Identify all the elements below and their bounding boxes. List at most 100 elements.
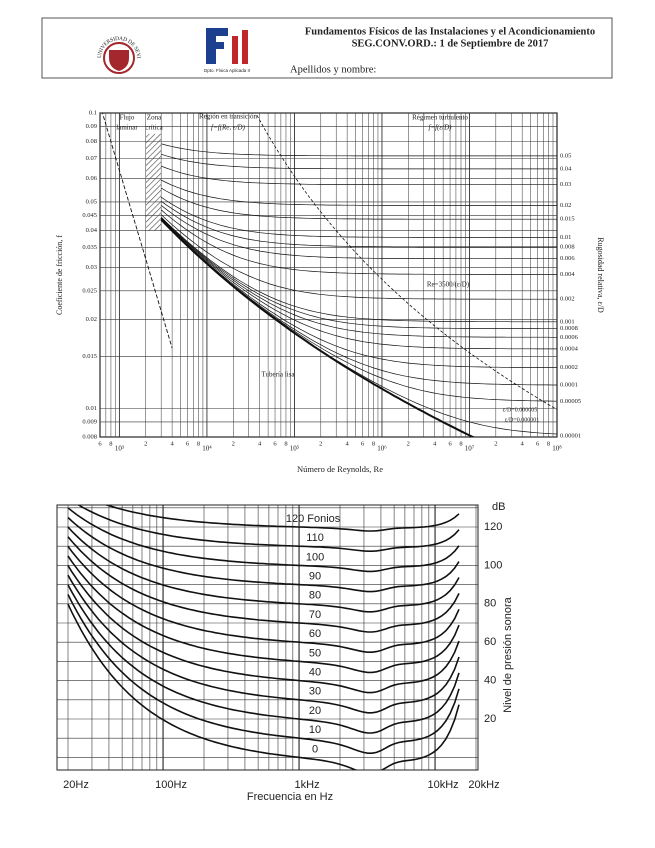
loudness-curve — [67, 545, 460, 653]
y-tick-label: 0.05 — [86, 198, 97, 205]
x-tick-label: 4 — [433, 440, 437, 447]
loudness-x-label: Frecuencia en Hz — [247, 791, 333, 803]
x-tick-label: 10⁵ — [290, 445, 300, 453]
y-tick-label: 100 — [484, 559, 502, 571]
loudness-curve — [67, 555, 460, 674]
roughness-label: 0.0008 — [560, 325, 578, 332]
transition-boundary — [255, 113, 557, 411]
y-tick-label: 0.025 — [82, 287, 97, 294]
x-tick-label: 6 — [186, 440, 190, 447]
x-tick-label: 10⁷ — [465, 445, 475, 453]
x-tick-label: 8 — [372, 440, 375, 447]
y-tick-label: 0.009 — [82, 418, 97, 425]
annotation: ε/D=0.000001 — [505, 417, 539, 423]
curve-label: 110 — [306, 532, 324, 544]
roughness-label: 0.00005 — [560, 398, 581, 405]
loudness-curve — [67, 584, 460, 734]
roughness-label: 0.01 — [560, 234, 571, 241]
friction-curve — [161, 165, 557, 186]
roughness-label: 0.00001 — [560, 432, 581, 439]
loudness-y-label: Nivel de presión sonora — [502, 596, 514, 712]
x-tick-label: 6 — [448, 440, 452, 447]
x-tick-label: 20Hz — [63, 779, 89, 791]
department-logo: Dpto. Física Aplicada II — [204, 28, 250, 73]
loudness-curve — [104, 505, 460, 532]
y-tick-label: 0.045 — [82, 212, 97, 219]
loudness-chart: dB Nivel de presión sonora Frecuencia en… — [56, 501, 514, 803]
roughness-label: 0.0006 — [560, 334, 579, 341]
roughness-label: 0.02 — [560, 202, 571, 209]
x-tick-label: 2 — [232, 440, 235, 447]
x-tick-label: 8 — [547, 440, 550, 447]
roughness-label: 0.008 — [560, 243, 575, 250]
annotation: crítica — [145, 124, 163, 132]
exam-subtitle: SEG.CONV.ORD.: 1 de Septiembre de 2017 — [352, 38, 549, 49]
moody-diagram: Coeficiente de fricción, f Rugosidad rel… — [55, 109, 605, 474]
department-name: Dpto. Física Aplicada II — [204, 68, 250, 73]
x-tick-label: 2 — [494, 440, 497, 447]
y-tick-label: 0.1 — [89, 109, 97, 116]
x-tick-label: 10⁸ — [552, 445, 562, 453]
roughness-label: 0.05 — [560, 152, 571, 159]
roughness-label: 0.03 — [560, 181, 571, 188]
loudness-curve — [67, 507, 460, 573]
roughness-label: 0.0004 — [560, 345, 579, 352]
y-tick-label: 0.01 — [86, 405, 97, 412]
unit-label: dB — [492, 501, 505, 513]
friction-curve — [161, 187, 557, 220]
annotation: f=f(ε/D) — [428, 124, 452, 132]
moody-y2-label: Rugosidad relativa, ε/D — [596, 237, 605, 313]
roughness-label: 0.006 — [560, 255, 575, 262]
y-tick-label: 0.015 — [82, 353, 97, 360]
curve-label: 40 — [309, 667, 321, 679]
roughness-label: 0.0001 — [560, 382, 578, 389]
friction-curve — [160, 218, 557, 368]
x-tick-label: 4 — [521, 440, 525, 447]
laminar-line — [101, 113, 173, 349]
y-tick-label: 20 — [484, 713, 496, 725]
friction-curve — [160, 218, 557, 350]
y-tick-label: 120 — [484, 521, 502, 533]
y-tick-label: 0.03 — [86, 264, 97, 271]
x-tick-label: 2 — [319, 440, 322, 447]
x-tick-label: 4 — [170, 440, 174, 447]
friction-curve — [160, 219, 557, 386]
annotation: f=f(Re, ε/D) — [211, 124, 246, 132]
moody-frame — [99, 112, 558, 438]
friction-curve — [160, 214, 557, 300]
loudness-curve — [67, 565, 460, 694]
y-tick-label: 0.08 — [86, 138, 97, 145]
roughness-label: 0.04 — [560, 165, 572, 172]
moody-x-label: Número de Reynolds, Re — [297, 464, 383, 474]
x-tick-label: 8 — [459, 440, 462, 447]
annotation: Régimen turbulento — [412, 114, 468, 122]
annotation: laminar — [116, 124, 138, 132]
annotation: Región en transición — [199, 113, 257, 121]
friction-curve — [160, 205, 557, 260]
y-tick-label: 40 — [484, 675, 496, 687]
roughness-label: 0.001 — [560, 318, 575, 325]
friction-curve — [160, 200, 557, 248]
x-tick-label: 2 — [407, 440, 410, 447]
curve-label: 120 Fonios — [286, 513, 341, 525]
x-tick-label: 10⁶ — [377, 445, 387, 453]
friction-curve — [160, 219, 557, 435]
loudness-curve — [67, 603, 460, 770]
curve-label: 50 — [309, 647, 321, 659]
x-tick-label: 1kHz — [295, 779, 320, 791]
curve-label: 100 — [306, 551, 324, 563]
name-field: Apellidos y nombre: — [290, 64, 376, 75]
y-tick-label: 0.09 — [86, 123, 97, 130]
x-tick-label: 10³ — [115, 445, 124, 453]
friction-curve — [161, 196, 557, 238]
annotation: Flujo — [120, 114, 135, 122]
roughness-label: 0.015 — [560, 216, 575, 223]
loudness-curve — [67, 516, 460, 593]
y-tick-label: 0.04 — [86, 227, 98, 234]
x-tick-label: 6 — [536, 440, 540, 447]
x-tick-label: 6 — [273, 440, 277, 447]
y-tick-label: 80 — [484, 598, 496, 610]
x-tick-label: 8 — [197, 440, 200, 447]
x-tick-label: 6 — [361, 440, 365, 447]
